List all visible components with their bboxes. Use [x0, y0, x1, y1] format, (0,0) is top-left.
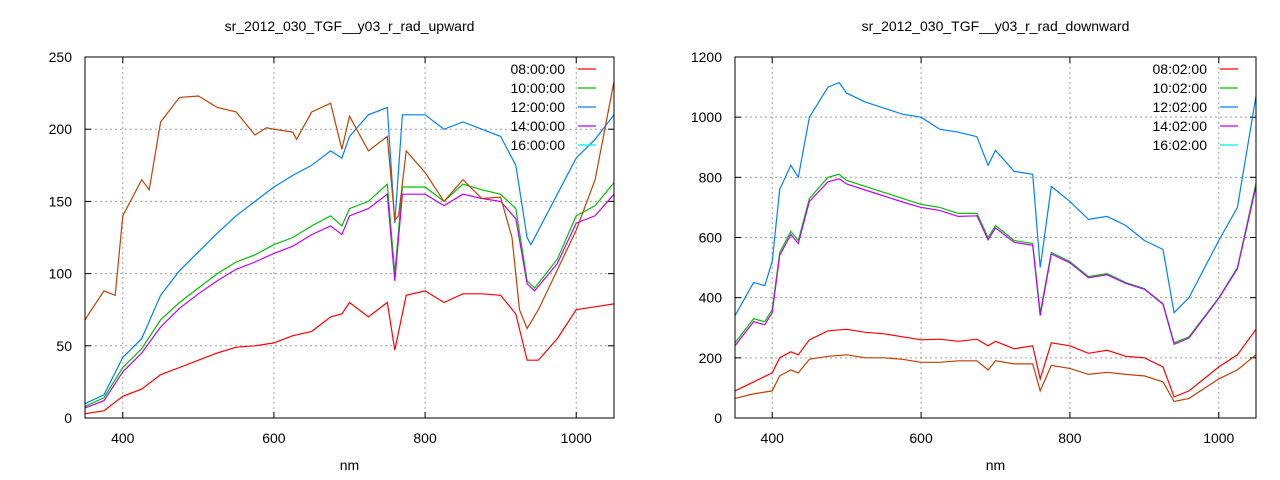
x-tick-label: 800: [1058, 430, 1082, 446]
legend-label: 16:02:00: [1153, 137, 1208, 153]
series-line-14:00:00: [84, 193, 615, 409]
x-axis-label: nm: [986, 457, 1005, 473]
x-tick-label: 1000: [561, 430, 592, 446]
series-line-unlabeled-5: [734, 354, 1257, 403]
y-tick-label: 100: [49, 266, 73, 282]
plot-downward: 400 600 800 1000 0 200 400 600 800 1000 1200 08:02:…: [691, 18, 1257, 473]
legend-label: 16:00:00: [511, 137, 566, 153]
legend-label: 10:02:00: [1153, 80, 1208, 96]
x-tick-label: 800: [413, 430, 437, 446]
y-tick-label: 600: [699, 230, 723, 246]
series-line-14:02:00: [734, 178, 1257, 347]
y-tick-label: 0: [64, 410, 72, 426]
y-tick-label: 200: [699, 350, 723, 366]
series-line-08:00:00: [84, 290, 615, 415]
x-tick-label: 1000: [1203, 430, 1234, 446]
x-axis-label: nm: [340, 457, 359, 473]
legend-label: 10:00:00: [511, 80, 566, 96]
y-tick-label: 0: [714, 410, 722, 426]
legend-label: 08:00:00: [511, 61, 566, 77]
legend-label: 12:02:00: [1153, 99, 1208, 115]
series-line-10:02:00: [734, 173, 1257, 344]
y-tick-label: 1200: [691, 49, 722, 65]
plot-frame: [734, 56, 1257, 419]
series-line-12:02:00: [734, 81, 1257, 316]
chart-title: sr_2012_030_TGF__y03_r_rad_downward: [862, 18, 1130, 34]
plot-upward: 400 600 800 1000 0 50 100 150 200 250 08:00:00 10:0…: [49, 18, 615, 473]
chart-title: sr_2012_030_TGF__y03_r_rad_upward: [225, 18, 475, 34]
x-tick-label: 400: [111, 430, 135, 446]
series-line-08:02:00: [734, 328, 1257, 398]
legend-label: 14:02:00: [1153, 118, 1208, 134]
x-tick-label: 600: [909, 430, 933, 446]
legend-label: 14:00:00: [511, 118, 566, 134]
series-line-unlabeled-5: [84, 81, 615, 330]
legend-label: 12:00:00: [511, 99, 566, 115]
y-tick-label: 50: [56, 338, 72, 354]
y-tick-label: 250: [49, 49, 73, 65]
x-tick-label: 400: [761, 430, 785, 446]
legend: 08:02:00 10:02:00 12:02:00 14:02:00 16:02:00: [1153, 61, 1238, 153]
series-line-10:00:00: [84, 182, 615, 407]
y-tick-label: 150: [49, 193, 73, 209]
plot-frame: [84, 56, 615, 419]
legend-label: 08:02:00: [1153, 61, 1208, 77]
x-tick-label: 600: [262, 430, 286, 446]
y-tick-label: 200: [49, 121, 73, 137]
y-tick-label: 800: [699, 169, 723, 185]
y-tick-label: 1000: [691, 109, 722, 125]
y-tick-label: 400: [699, 290, 723, 306]
series-line-12:00:00: [84, 106, 615, 405]
legend: 08:00:00 10:00:00 12:00:00 14:00:00 16:00:00: [511, 61, 596, 153]
